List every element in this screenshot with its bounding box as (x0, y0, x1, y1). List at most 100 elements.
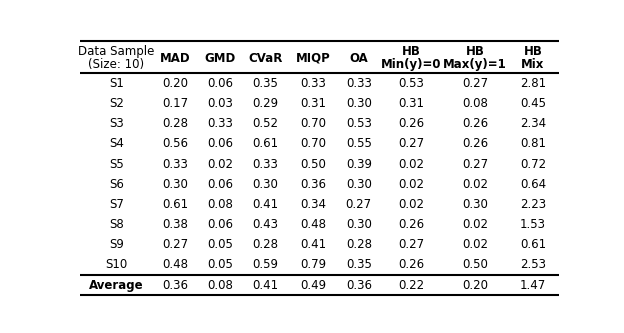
Text: 0.38: 0.38 (162, 218, 188, 231)
Text: S1: S1 (109, 77, 124, 90)
Text: 0.36: 0.36 (346, 278, 372, 291)
Text: 0.27: 0.27 (162, 238, 188, 251)
Text: 0.61: 0.61 (520, 238, 546, 251)
Text: S3: S3 (109, 117, 124, 130)
Text: HB: HB (402, 45, 421, 58)
Text: 0.52: 0.52 (253, 117, 279, 130)
Text: 0.30: 0.30 (346, 178, 372, 191)
Text: Mix: Mix (521, 58, 545, 71)
Text: 0.33: 0.33 (253, 158, 278, 170)
Text: 0.48: 0.48 (300, 218, 326, 231)
Text: 0.72: 0.72 (520, 158, 546, 170)
Text: 0.61: 0.61 (253, 138, 279, 151)
Text: 0.31: 0.31 (398, 97, 424, 110)
Text: 2.81: 2.81 (520, 77, 546, 90)
Text: 0.22: 0.22 (398, 278, 424, 291)
Text: 0.02: 0.02 (207, 158, 233, 170)
Text: 0.28: 0.28 (253, 238, 279, 251)
Text: 0.43: 0.43 (253, 218, 279, 231)
Text: 0.05: 0.05 (207, 258, 233, 271)
Text: 0.27: 0.27 (398, 138, 424, 151)
Text: 0.26: 0.26 (398, 117, 424, 130)
Text: 0.17: 0.17 (162, 97, 188, 110)
Text: 0.03: 0.03 (207, 97, 233, 110)
Text: 0.02: 0.02 (462, 218, 488, 231)
Text: 0.53: 0.53 (346, 117, 372, 130)
Text: 0.26: 0.26 (462, 117, 488, 130)
Text: 0.02: 0.02 (398, 198, 424, 211)
Text: 0.70: 0.70 (300, 138, 326, 151)
Text: 0.26: 0.26 (398, 258, 424, 271)
Text: 0.30: 0.30 (162, 178, 188, 191)
Text: 0.33: 0.33 (346, 77, 372, 90)
Text: MIQP: MIQP (296, 52, 331, 65)
Text: 2.23: 2.23 (520, 198, 546, 211)
Text: 2.53: 2.53 (520, 258, 546, 271)
Text: 0.27: 0.27 (398, 238, 424, 251)
Text: 0.39: 0.39 (346, 158, 372, 170)
Text: S8: S8 (109, 218, 124, 231)
Text: S9: S9 (109, 238, 124, 251)
Text: S5: S5 (109, 158, 124, 170)
Text: 0.20: 0.20 (462, 278, 488, 291)
Text: S4: S4 (109, 138, 124, 151)
Text: 0.05: 0.05 (207, 238, 233, 251)
Text: 0.36: 0.36 (300, 178, 326, 191)
Text: 0.36: 0.36 (162, 278, 188, 291)
Text: 0.02: 0.02 (398, 178, 424, 191)
Text: 0.06: 0.06 (207, 178, 233, 191)
Text: 0.30: 0.30 (346, 218, 372, 231)
Text: 0.33: 0.33 (207, 117, 233, 130)
Text: S7: S7 (109, 198, 124, 211)
Text: HB: HB (466, 45, 484, 58)
Text: 2.34: 2.34 (520, 117, 546, 130)
Text: 0.41: 0.41 (253, 278, 279, 291)
Text: 0.35: 0.35 (346, 258, 372, 271)
Text: 0.28: 0.28 (346, 238, 372, 251)
Text: 0.33: 0.33 (300, 77, 326, 90)
Text: HB: HB (524, 45, 542, 58)
Text: 0.08: 0.08 (462, 97, 488, 110)
Text: 0.79: 0.79 (300, 258, 326, 271)
Text: 0.08: 0.08 (207, 278, 233, 291)
Text: 0.61: 0.61 (162, 198, 188, 211)
Text: 0.55: 0.55 (346, 138, 372, 151)
Text: MAD: MAD (160, 52, 190, 65)
Text: 0.34: 0.34 (300, 198, 326, 211)
Text: 0.30: 0.30 (462, 198, 488, 211)
Text: 0.50: 0.50 (462, 258, 488, 271)
Text: S6: S6 (109, 178, 124, 191)
Text: 1.47: 1.47 (520, 278, 546, 291)
Text: 0.30: 0.30 (253, 178, 278, 191)
Text: 0.30: 0.30 (346, 97, 372, 110)
Text: 0.45: 0.45 (520, 97, 546, 110)
Text: (Size: 10): (Size: 10) (88, 58, 144, 71)
Text: 0.53: 0.53 (398, 77, 424, 90)
Text: 0.06: 0.06 (207, 218, 233, 231)
Text: Min(y)=0: Min(y)=0 (381, 58, 442, 71)
Text: S10: S10 (105, 258, 127, 271)
Text: 0.64: 0.64 (520, 178, 546, 191)
Text: CVaR: CVaR (248, 52, 283, 65)
Text: 0.49: 0.49 (300, 278, 326, 291)
Text: 0.41: 0.41 (253, 198, 279, 211)
Text: 0.50: 0.50 (300, 158, 326, 170)
Text: 1.53: 1.53 (520, 218, 546, 231)
Text: 0.27: 0.27 (346, 198, 372, 211)
Text: 0.20: 0.20 (162, 77, 188, 90)
Text: OA: OA (349, 52, 368, 65)
Text: GMD: GMD (205, 52, 236, 65)
Text: 0.33: 0.33 (162, 158, 188, 170)
Text: 0.02: 0.02 (398, 158, 424, 170)
Text: 0.29: 0.29 (253, 97, 279, 110)
Text: 0.26: 0.26 (398, 218, 424, 231)
Text: 0.02: 0.02 (462, 238, 488, 251)
Text: 0.27: 0.27 (462, 77, 488, 90)
Text: Max(y)=1: Max(y)=1 (443, 58, 507, 71)
Text: Data Sample: Data Sample (78, 45, 155, 58)
Text: 0.70: 0.70 (300, 117, 326, 130)
Text: 0.31: 0.31 (300, 97, 326, 110)
Text: 0.81: 0.81 (520, 138, 546, 151)
Text: 0.06: 0.06 (207, 138, 233, 151)
Text: 0.26: 0.26 (462, 138, 488, 151)
